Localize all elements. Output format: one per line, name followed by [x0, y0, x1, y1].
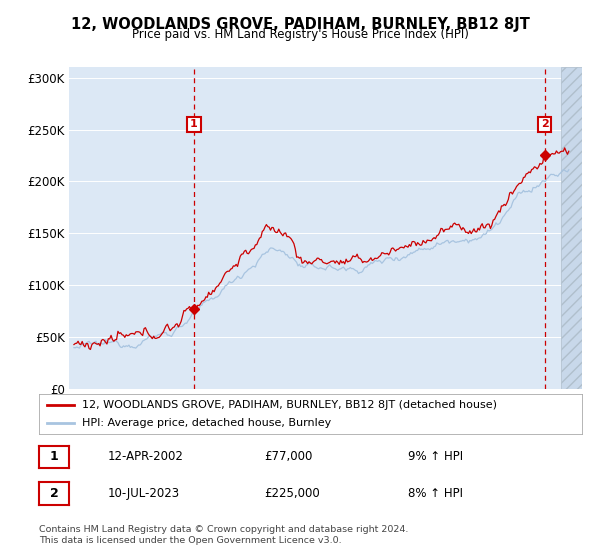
Text: 9% ↑ HPI: 9% ↑ HPI	[408, 450, 463, 464]
Text: Price paid vs. HM Land Registry's House Price Index (HPI): Price paid vs. HM Land Registry's House …	[131, 28, 469, 41]
Text: 1: 1	[190, 119, 198, 129]
Text: £225,000: £225,000	[264, 487, 320, 500]
Text: 12-APR-2002: 12-APR-2002	[108, 450, 184, 464]
Text: 12, WOODLANDS GROVE, PADIHAM, BURNLEY, BB12 8JT: 12, WOODLANDS GROVE, PADIHAM, BURNLEY, B…	[71, 17, 529, 32]
Text: 1: 1	[50, 450, 58, 464]
Text: 10-JUL-2023: 10-JUL-2023	[108, 487, 180, 500]
Text: 8% ↑ HPI: 8% ↑ HPI	[408, 487, 463, 500]
Text: 12, WOODLANDS GROVE, PADIHAM, BURNLEY, BB12 8JT (detached house): 12, WOODLANDS GROVE, PADIHAM, BURNLEY, B…	[82, 400, 497, 409]
Text: Contains HM Land Registry data © Crown copyright and database right 2024.
This d: Contains HM Land Registry data © Crown c…	[39, 525, 409, 545]
Bar	[560, 67, 590, 389]
Text: £77,000: £77,000	[264, 450, 313, 464]
Text: HPI: Average price, detached house, Burnley: HPI: Average price, detached house, Burn…	[82, 418, 332, 428]
Text: 2: 2	[541, 119, 548, 129]
Text: 2: 2	[50, 487, 58, 500]
